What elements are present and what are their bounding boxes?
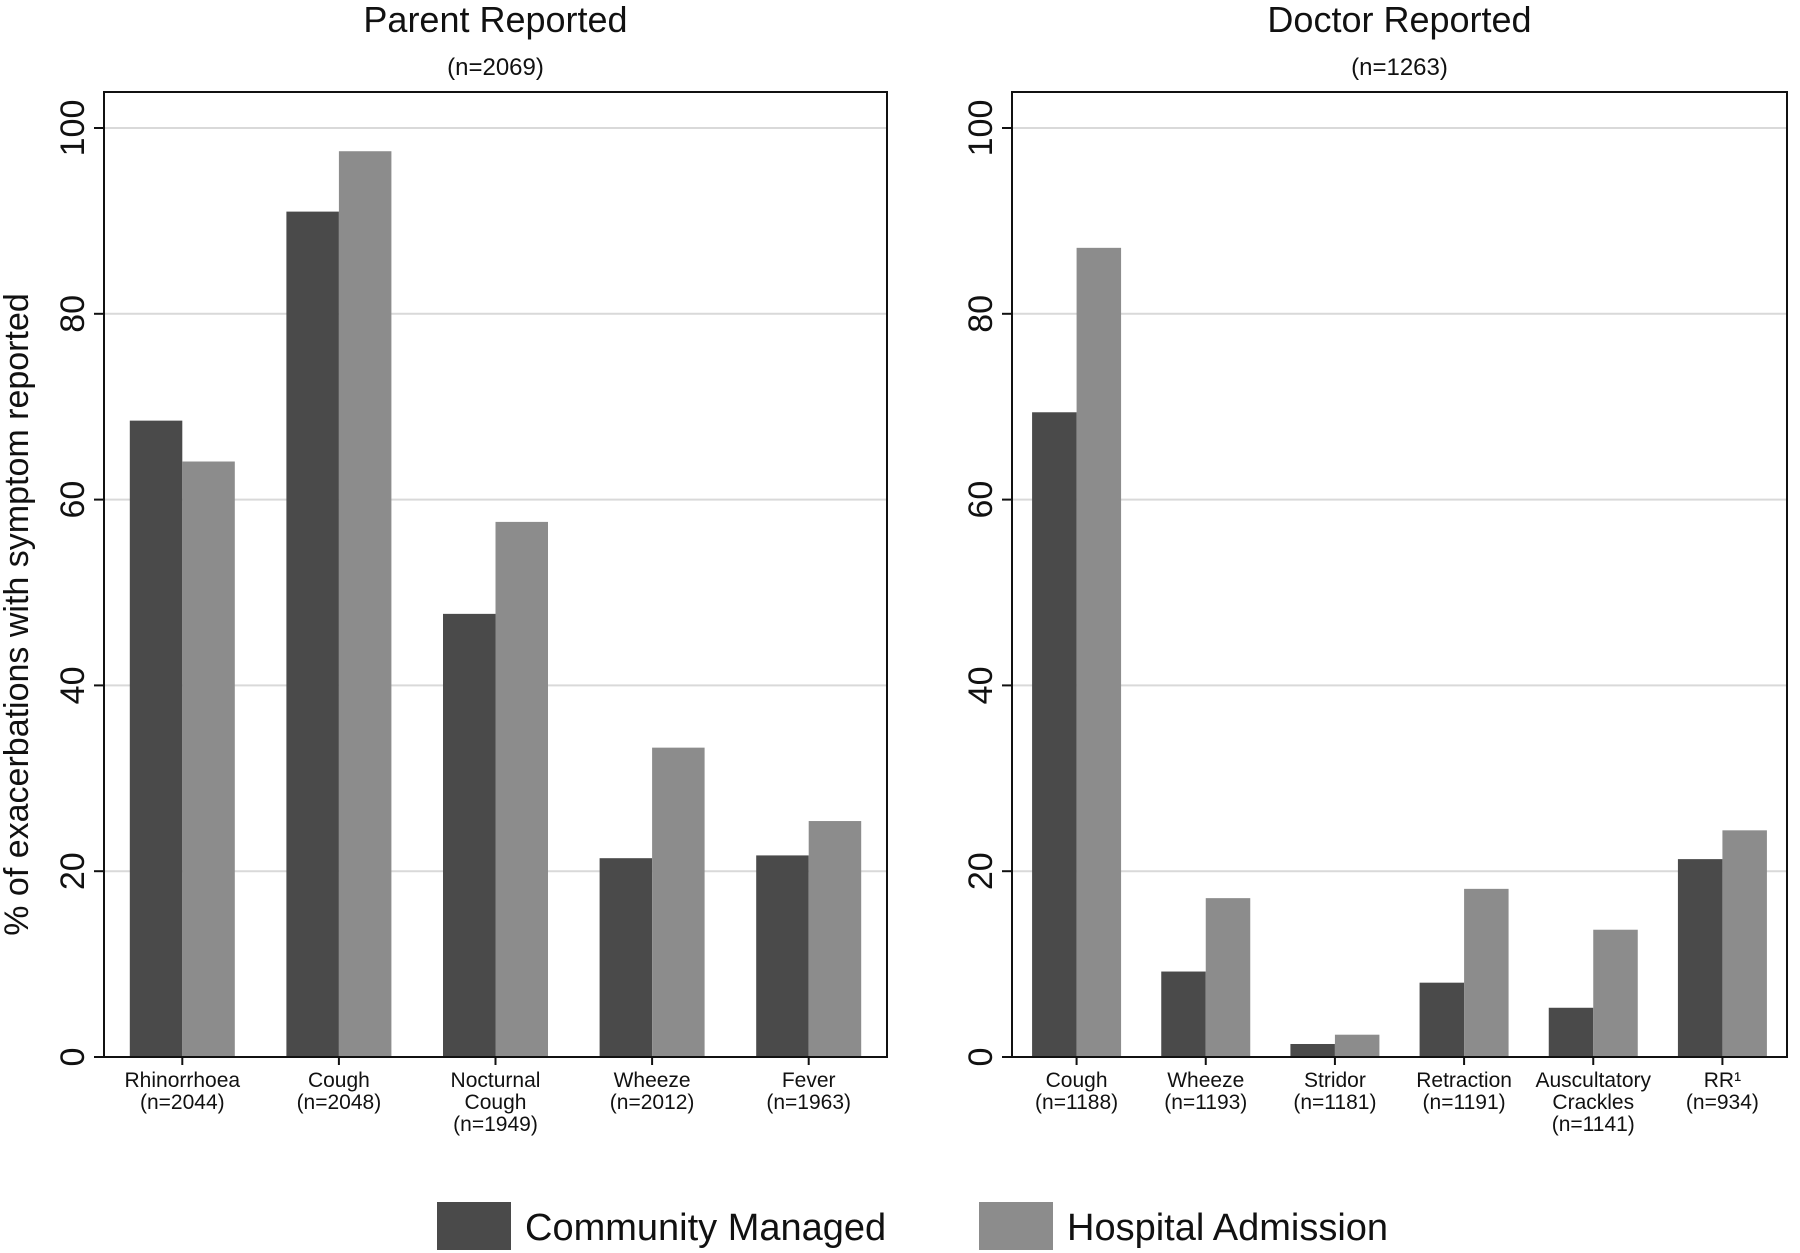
bar-community-managed — [1419, 982, 1465, 1057]
y-tick-label: 60 — [54, 481, 92, 519]
y-axis-label: % of exacerbations with symptom reported — [0, 293, 36, 936]
bar-community-managed — [1677, 859, 1723, 1057]
bar-community-managed — [1290, 1043, 1335, 1057]
chart-title: Parent Reported — [363, 0, 627, 40]
x-tick-label: Retraction — [1416, 1069, 1512, 1092]
bar-hospital-admission — [495, 521, 548, 1057]
bar-hospital-admission — [1334, 1034, 1380, 1057]
x-tick-label: Fever — [782, 1069, 836, 1092]
x-tick-label: Cough — [308, 1069, 370, 1092]
x-tick-label: (n=1949) — [453, 1113, 538, 1136]
x-tick-label: Nocturnal — [451, 1069, 541, 1092]
bar-community-managed — [756, 855, 809, 1057]
x-tick-label: (n=1193) — [1164, 1091, 1247, 1114]
x-tick-label: Crackles — [1552, 1091, 1634, 1114]
legend-swatch — [437, 1202, 511, 1250]
bar-hospital-admission — [1076, 247, 1122, 1057]
chart-subtitle: (n=2069) — [447, 54, 544, 81]
x-tick-label: Cough — [1046, 1069, 1108, 1092]
x-tick-label: (n=1191) — [1423, 1091, 1506, 1114]
x-tick-label: Wheeze — [614, 1069, 691, 1092]
bar-community-managed — [1548, 1007, 1594, 1057]
y-tick-label: 40 — [54, 666, 92, 704]
x-tick-label: (n=1188) — [1035, 1091, 1118, 1114]
x-tick-label: Stridor — [1304, 1069, 1366, 1092]
doctor-reported-panel: Doctor Reported (n=1263) 0 20 40 60 80 100 Cough… — [962, 0, 1788, 1136]
bar-community-managed — [443, 613, 496, 1057]
bar-hospital-admission — [808, 821, 862, 1057]
bar-community-managed — [599, 858, 653, 1057]
y-tick-label: 40 — [962, 666, 1000, 704]
bar-hospital-admission — [1205, 898, 1251, 1057]
y-tick-label: 80 — [54, 295, 92, 333]
x-tick-label: Cough — [465, 1091, 527, 1114]
legend-label: Community Managed — [525, 1207, 886, 1249]
x-tick-label: Rhinorrhoea — [125, 1069, 241, 1092]
x-tick-label: Auscultatory — [1535, 1069, 1651, 1092]
bar-hospital-admission — [1593, 929, 1638, 1057]
legend: Community Managed Hospital Admission — [437, 1202, 1388, 1250]
legend-label: Hospital Admission — [1067, 1207, 1388, 1249]
chart-subtitle: (n=1263) — [1351, 54, 1448, 81]
y-tick-label: 0 — [962, 1048, 1000, 1067]
x-tick-label: (n=2048) — [297, 1091, 382, 1114]
legend-swatch — [979, 1202, 1053, 1250]
y-tick-label: 80 — [962, 295, 1000, 333]
parent-reported-panel: Parent Reported (n=2069) 0 20 40 60 80 100 Rhino… — [0, 0, 888, 1136]
y-tick-label: 0 — [54, 1048, 92, 1067]
bar-hospital-admission — [1722, 830, 1767, 1057]
chart-title: Doctor Reported — [1267, 0, 1531, 40]
y-tick-label: 100 — [962, 100, 1000, 157]
y-tick-label: 100 — [54, 100, 92, 157]
plot-frame — [1011, 91, 1788, 1058]
bar-community-managed — [1032, 412, 1077, 1057]
x-tick-label: (n=934) — [1686, 1091, 1759, 1114]
y-tick-label: 60 — [962, 481, 1000, 519]
bar-hospital-admission — [182, 461, 235, 1057]
y-tick-label: 20 — [962, 852, 1000, 890]
x-tick-label: (n=2012) — [610, 1091, 695, 1114]
x-tick-label: (n=1963) — [766, 1091, 851, 1114]
x-tick-label: (n=1181) — [1293, 1091, 1376, 1114]
x-tick-label: RR¹ — [1704, 1069, 1741, 1092]
x-tick-label: Wheeze — [1167, 1069, 1244, 1092]
bar-hospital-admission — [338, 151, 392, 1058]
bar-community-managed — [1161, 971, 1206, 1057]
bar-community-managed — [286, 211, 339, 1058]
bar-community-managed — [129, 420, 183, 1057]
bar-hospital-admission — [652, 747, 705, 1057]
y-tick-label: 20 — [54, 852, 92, 890]
x-tick-label: (n=2044) — [140, 1091, 225, 1114]
x-tick-label: (n=1141) — [1552, 1113, 1635, 1136]
bar-hospital-admission — [1464, 888, 1509, 1057]
